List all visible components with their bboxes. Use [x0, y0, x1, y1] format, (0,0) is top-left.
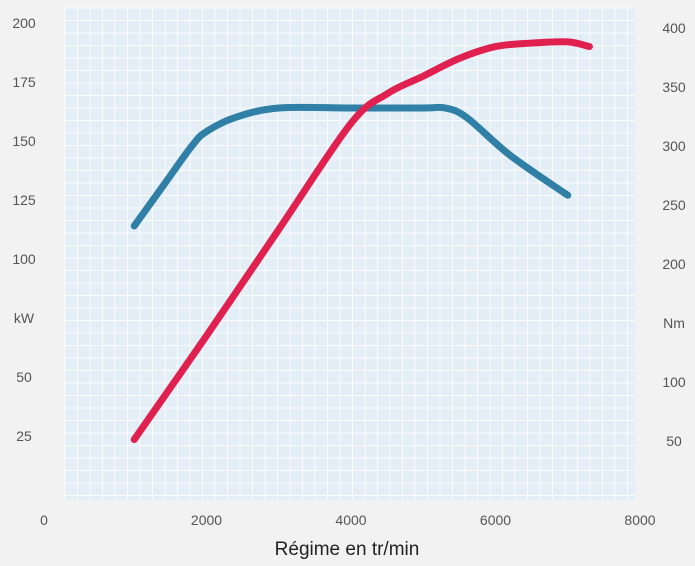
- right-tick-label: 300: [662, 138, 686, 154]
- x-tick-label: 8000: [624, 512, 655, 528]
- left-axis: 200 175 150 125 100 kW 50 25: [12, 15, 36, 444]
- plot-area: [65, 8, 635, 500]
- x-axis-title: Régime en tr/min: [275, 539, 420, 560]
- right-tick-label: 50: [666, 433, 682, 449]
- left-tick-label: 50: [16, 369, 32, 385]
- left-tick-label: 150: [12, 133, 36, 149]
- right-tick-label: 250: [662, 197, 686, 213]
- grid: [64, 7, 635, 500]
- torque-curve-line: [130, 38, 593, 444]
- left-axis-unit: kW: [14, 310, 35, 326]
- x-tick-label: 6000: [480, 512, 511, 528]
- left-tick-label: 25: [16, 428, 32, 444]
- x-tick-label: 0: [40, 512, 48, 528]
- right-tick-label: 350: [662, 79, 686, 95]
- left-tick-label: 200: [12, 15, 36, 31]
- left-tick-label: 125: [12, 192, 36, 208]
- right-axis-unit: Nm: [663, 315, 685, 331]
- x-tick-label: 2000: [191, 512, 222, 528]
- left-tick-label: 175: [12, 74, 36, 90]
- right-tick-label: 100: [662, 374, 686, 390]
- left-tick-label: 100: [12, 251, 36, 267]
- x-axis: 0 2000 4000 6000 8000: [40, 512, 656, 528]
- series-layer: [130, 38, 593, 444]
- right-tick-label: 400: [662, 20, 686, 36]
- power-curve-line: [130, 103, 572, 230]
- x-tick-label: 4000: [335, 512, 366, 528]
- right-axis: 400 350 300 250 200 Nm 100 50: [662, 20, 686, 449]
- right-tick-label: 200: [662, 256, 686, 272]
